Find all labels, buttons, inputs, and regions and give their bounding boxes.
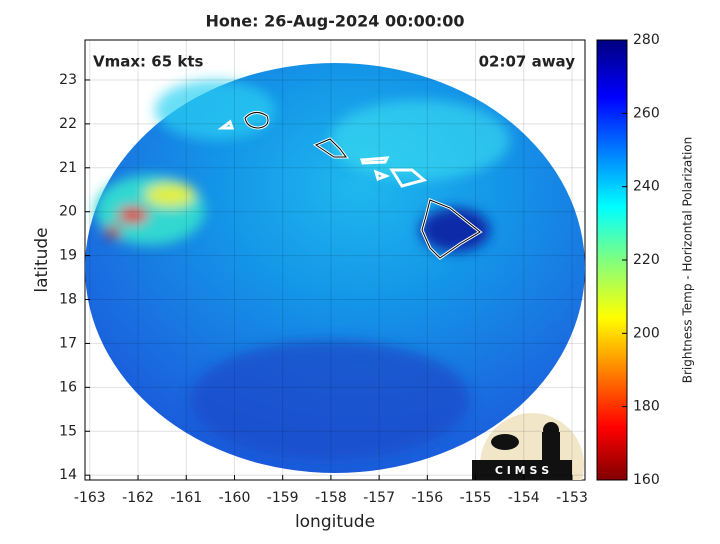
colorbar-tick-label: 180 (633, 399, 660, 415)
logo: C I M S S (472, 413, 584, 480)
x-tick-label: -162 (122, 490, 154, 506)
x-tick-label: -157 (363, 490, 395, 506)
y-tick-label: 17 (59, 335, 77, 351)
x-axis-label: longitude (295, 512, 375, 532)
x-tick-label: -159 (267, 490, 299, 506)
logo-text: C I M S S (495, 464, 549, 477)
y-tick-label: 19 (59, 248, 77, 264)
x-tick-label: -156 (411, 490, 443, 506)
x-tick-label: -160 (219, 490, 251, 506)
y-tick-label: 20 (59, 204, 77, 220)
y-tick-label: 21 (59, 160, 77, 176)
colorbar-tick-label: 260 (633, 105, 660, 121)
x-tick-label: -155 (460, 490, 492, 506)
x-tick-label: -163 (74, 490, 106, 506)
colorbar-tick-label: 160 (633, 472, 660, 488)
colorbar-tick-label: 240 (633, 179, 660, 195)
coastlines (217, 111, 483, 260)
colorbar-tick-label: 280 (633, 32, 660, 48)
y-axis-label: latitude (32, 227, 52, 292)
y-tick-label: 15 (59, 423, 77, 439)
colorbar-tick-label: 220 (633, 252, 660, 268)
x-tick-label: -153 (556, 490, 588, 506)
x-tick-label: -161 (170, 490, 202, 506)
colorbar-tick-label: 200 (633, 325, 660, 341)
colorbar-label: Brightness Temp - Horizontal Polarizatio… (681, 137, 695, 384)
annotation: Vmax: 65 kts (93, 53, 203, 71)
y-tick-label: 22 (59, 116, 77, 132)
brightness-field (85, 63, 585, 473)
y-tick-label: 14 (59, 467, 77, 483)
annotation: 02:07 away (479, 53, 576, 71)
y-tick-label: 18 (59, 292, 77, 308)
x-tick-label: -158 (315, 490, 347, 506)
y-tick-label: 16 (59, 379, 77, 395)
y-tick-label: 23 (59, 72, 77, 88)
chart-title: Hone: 26-Aug-2024 00:00:00 (205, 12, 464, 31)
x-tick-label: -154 (508, 490, 540, 506)
